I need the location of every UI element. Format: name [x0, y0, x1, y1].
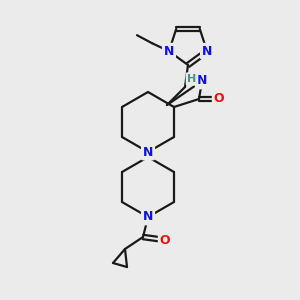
- Text: N: N: [197, 74, 207, 88]
- Text: O: O: [160, 233, 170, 247]
- Text: N: N: [164, 45, 174, 58]
- Text: H: H: [188, 74, 196, 84]
- Text: N: N: [202, 45, 212, 58]
- Text: N: N: [143, 146, 153, 158]
- Text: N: N: [143, 211, 153, 224]
- Text: O: O: [214, 92, 224, 106]
